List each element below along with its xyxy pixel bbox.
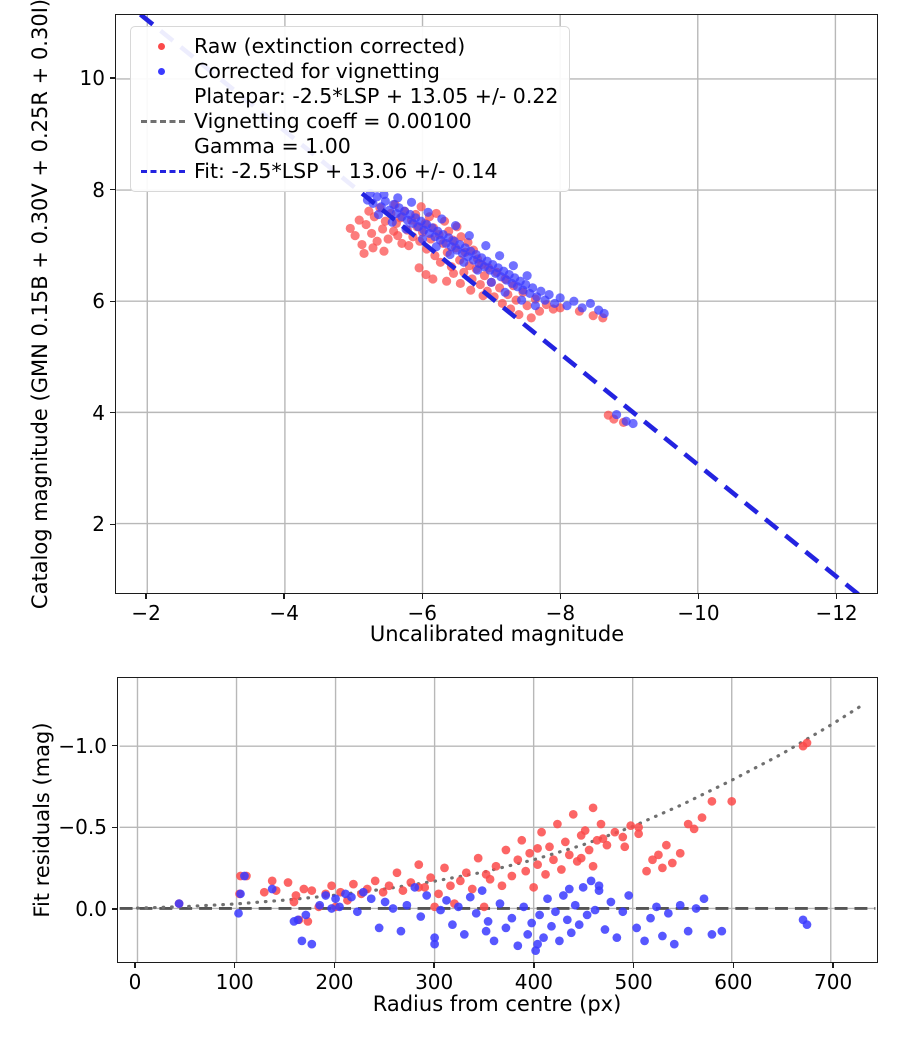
- x-tickmark: [835, 594, 838, 599]
- x-tickmark: [433, 963, 435, 968]
- x-tickmark: [533, 963, 535, 968]
- legend-label: Corrected for vignetting: [194, 59, 440, 83]
- y-tickmark: [110, 300, 115, 302]
- series-points: [362, 188, 638, 429]
- y-tickmark: [112, 826, 117, 829]
- y-tick-label: 2: [92, 512, 105, 537]
- x-tickmark: [732, 963, 735, 968]
- y-tickmark: [112, 908, 117, 910]
- y-tick-label: 6: [92, 289, 105, 314]
- series-points: [345, 199, 629, 427]
- x-tick-label: −4: [269, 601, 299, 625]
- x-tick-label: 500: [614, 970, 653, 994]
- legend-raw-marker-icon: [158, 43, 165, 50]
- x-tickmark: [632, 963, 635, 968]
- y-tick-label: 10: [79, 66, 105, 91]
- x-tickmark: [832, 963, 834, 968]
- x-tickmark: [333, 963, 336, 968]
- fit-residuals-ylabel: Fit residuals (mag): [30, 722, 54, 918]
- y-tick-label: 4: [92, 400, 105, 425]
- x-tick-label: 0: [128, 970, 142, 994]
- x-tickmark: [134, 963, 136, 968]
- magnitude-fit-xlabel: Uncalibrated magnitude: [369, 622, 625, 646]
- fit-residuals-xlabel: Radius from centre (px): [372, 992, 622, 1016]
- legend-label: Raw (extinction corrected): [194, 34, 466, 58]
- y-tick-label: −1.0: [58, 733, 107, 758]
- legend-corrected-marker-icon: [158, 68, 165, 75]
- x-tickmark: [421, 594, 423, 599]
- x-tickmark: [145, 594, 147, 599]
- x-tick-label: −8: [545, 601, 576, 625]
- fit-residuals-canvas: [119, 678, 876, 962]
- x-tick-label: −12: [815, 601, 858, 625]
- x-tick-label: −10: [677, 601, 720, 625]
- x-tickmark: [697, 594, 700, 599]
- magnitude-fit-ylabel: Catalog magnitude (GMN 0.15B + 0.30V + 0…: [28, 0, 52, 610]
- legend-entry: Corrected for vignetting: [140, 59, 558, 84]
- y-tickmark: [112, 744, 117, 747]
- y-tickmark: [110, 77, 115, 79]
- y-tick-label: 8: [92, 177, 105, 202]
- y-tick-label: −0.5: [58, 815, 107, 840]
- y-tickmark: [110, 412, 115, 414]
- x-tick-label: 600: [714, 970, 753, 994]
- legend-label: Platepar: -2.5*LSP + 13.05 +/- 0.22 Vign…: [194, 84, 559, 158]
- legend: Raw (extinction corrected) Corrected for …: [130, 26, 571, 192]
- x-tick-label: 100: [215, 970, 254, 994]
- y-tickmark: [110, 188, 115, 191]
- series-points: [174, 738, 812, 926]
- legend-vignetting-line-icon: [141, 120, 185, 123]
- x-tick-label: −6: [407, 601, 438, 625]
- x-tickmark: [559, 594, 562, 599]
- x-tick-label: 200: [315, 970, 354, 994]
- y-tick-label: 0.0: [75, 897, 107, 922]
- y-tickmark: [110, 523, 115, 525]
- x-tickmark: [283, 594, 285, 599]
- x-tick-label: 700: [814, 970, 853, 994]
- x-tick-label: −2: [131, 601, 161, 625]
- legend-fit-line-icon: [141, 170, 185, 173]
- legend-entry: Fit: -2.5*LSP + 13.06 +/- 0.14: [140, 159, 558, 184]
- series-points: [174, 871, 812, 956]
- x-tick-label: 400: [514, 970, 553, 994]
- legend-entry: Raw (extinction corrected): [140, 34, 558, 59]
- legend-entry: Platepar: -2.5*LSP + 13.05 +/- 0.22 Vign…: [140, 84, 558, 159]
- legend-label: Fit: -2.5*LSP + 13.06 +/- 0.14: [194, 159, 498, 183]
- fit-residuals-plot: [117, 677, 878, 963]
- x-tick-label: 300: [415, 970, 454, 994]
- x-tickmark: [233, 963, 236, 968]
